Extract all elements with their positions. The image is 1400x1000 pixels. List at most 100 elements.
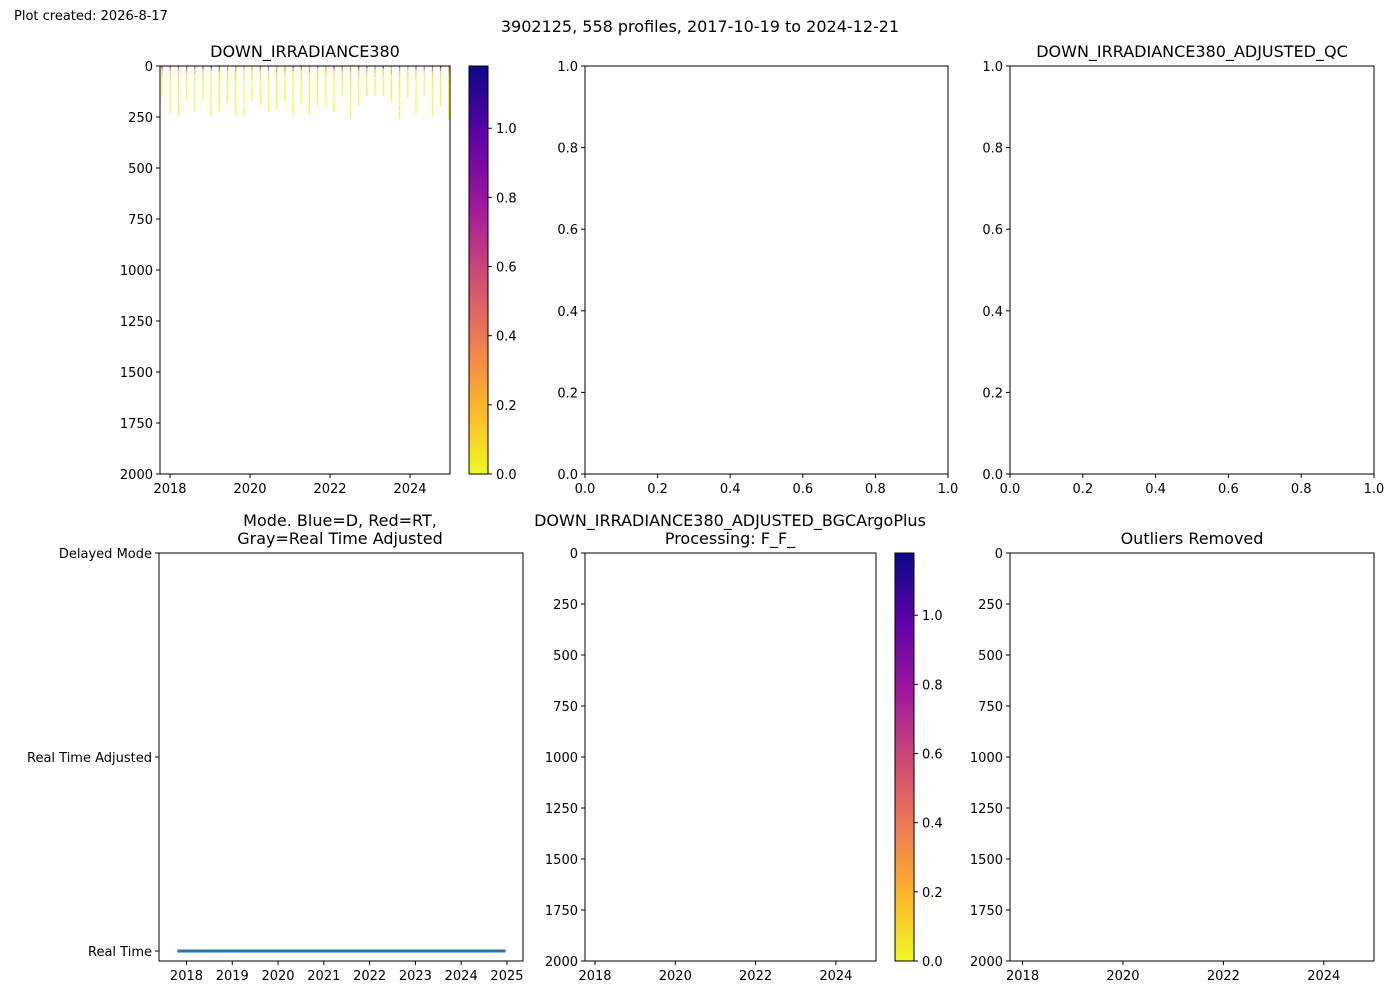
- y-axis: 0.0 0.2 0.4 0.6 0.8 1.0: [982, 60, 1010, 483]
- heatmap-cell: [284, 75, 286, 79]
- heatmap-cell: [185, 76, 188, 79]
- heatmap-cell: [177, 90, 179, 93]
- heatmap-cell: [333, 99, 335, 102]
- heatmap-cell: [390, 82, 393, 85]
- heatmap-cell: [276, 73, 278, 77]
- y-tick-label: 0.0: [982, 468, 1003, 483]
- heatmap-cell: [333, 85, 335, 88]
- heatmap-cell: [431, 98, 434, 101]
- heatmap-cell: [177, 113, 179, 116]
- heatmap-cell: [284, 95, 286, 98]
- heatmap-cell: [358, 103, 360, 106]
- x-tick-label: 2022: [1207, 969, 1240, 984]
- heatmap-cell: [382, 71, 384, 74]
- heatmap-cell: [194, 104, 196, 107]
- x-tick-label: 2020: [659, 969, 692, 984]
- heatmap-cell: [374, 82, 376, 86]
- heatmap-cell: [440, 68, 442, 71]
- heatmap-cell: [349, 73, 352, 76]
- heatmap-cell: [317, 99, 319, 102]
- heatmap-cell: [358, 70, 360, 73]
- heatmap-cell: [423, 82, 425, 86]
- heatmap-cell: [415, 76, 417, 79]
- heatmap-cell: [300, 89, 302, 92]
- colorbar-tick-label: 1.0: [922, 609, 943, 624]
- heatmap-cell: [390, 89, 393, 93]
- heatmap-cell: [169, 104, 171, 107]
- heatmap-cell: [226, 95, 229, 99]
- heatmap-cell: [235, 91, 237, 95]
- heatmap-cell: [226, 79, 229, 82]
- axes-frame: [584, 65, 949, 475]
- heatmap-cell: [325, 99, 327, 102]
- x-tick-label: 2020: [261, 969, 294, 984]
- y-tick-label: 1750: [970, 904, 1003, 919]
- heatmap-cell: [243, 80, 245, 83]
- heatmap-cell: [440, 91, 442, 94]
- heatmap-cell: [308, 84, 311, 87]
- heatmap-cell: [349, 88, 352, 91]
- heatmap-cell: [267, 106, 270, 110]
- heatmap-cell: [202, 82, 204, 86]
- colorbar-ticks: 0.0 0.2 0.4 0.6 0.8 1.0: [488, 122, 517, 483]
- y-tick-label: 0.4: [557, 305, 578, 320]
- heatmap-cell: [194, 75, 196, 78]
- heatmap-cell: [210, 111, 212, 115]
- heatmap-cell: [390, 76, 393, 80]
- heatmap-cell: [169, 68, 171, 72]
- heatmap-cell: [333, 101, 335, 104]
- heatmap-cell: [218, 95, 220, 98]
- heatmap-cell: [169, 76, 171, 79]
- heatmap-cell: [210, 107, 212, 110]
- heatmap-cell: [218, 76, 220, 79]
- heatmap-cell: [243, 107, 245, 110]
- heatmap-cell: [169, 102, 171, 105]
- heatmap-cell: [292, 81, 294, 85]
- heatmap-cell: [448, 103, 450, 106]
- heatmap-cell: [382, 84, 384, 87]
- y-tick-label: 0.6: [982, 223, 1003, 238]
- heatmap-cell: [284, 92, 286, 95]
- heatmap-cell: [292, 98, 294, 101]
- heatmap-cell: [358, 89, 360, 92]
- heatmap-cell: [169, 106, 171, 109]
- y-tick-label: 1500: [970, 853, 1003, 868]
- heatmap-cell: [235, 109, 237, 112]
- x-tick-label: 2018: [153, 482, 186, 497]
- heatmap-cell: [292, 95, 294, 98]
- heatmap-cell: [267, 102, 270, 105]
- heatmap-cell: [259, 98, 261, 101]
- heatmap-cell: [431, 66, 434, 69]
- heatmap-cell: [358, 66, 360, 69]
- heatmap-cell: [382, 69, 384, 72]
- heatmap-cell: [300, 73, 302, 76]
- x-axis: 2018 2019 2020 2021 2022 2023 2024 2025: [170, 961, 524, 984]
- heatmap-cell: [415, 84, 417, 87]
- heatmap-cell: [185, 81, 188, 84]
- heatmap-cell: [308, 73, 311, 77]
- panel-mode: Mode. Blue=D, Red=RT, Gray=Real Time Adj…: [27, 511, 524, 984]
- heatmap-cell: [218, 109, 220, 112]
- heatmap-cell: [300, 75, 302, 79]
- heatmap-cell: [308, 107, 311, 110]
- heatmap-cell: [366, 84, 368, 88]
- heatmap-cell: [284, 70, 286, 73]
- heatmap-cell: [284, 73, 286, 76]
- heatmap-cell: [399, 72, 401, 75]
- heatmap-cell: [292, 109, 294, 113]
- heatmap-cell: [390, 94, 393, 97]
- heatmap-cell: [210, 113, 212, 117]
- x-tick-label: 2020: [1106, 969, 1139, 984]
- heatmap-cell: [374, 92, 376, 96]
- heatmap-cell: [161, 92, 163, 95]
- heatmap-cell: [169, 83, 171, 86]
- heatmap-cell: [300, 94, 302, 97]
- heatmap-cell: [399, 94, 401, 97]
- heatmap-cell: [317, 80, 319, 83]
- heatmap-cell: [407, 66, 409, 69]
- heatmap-cell: [194, 91, 196, 94]
- heatmap-cell: [431, 68, 434, 72]
- heatmap-cell: [308, 109, 311, 112]
- heatmap-cell: [177, 74, 179, 77]
- heatmap-cell: [185, 68, 188, 72]
